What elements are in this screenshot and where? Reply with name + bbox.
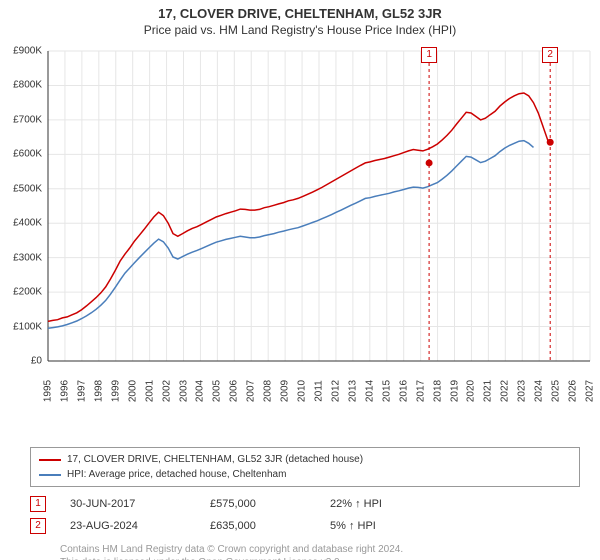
tx-badge-2: 2: [30, 518, 46, 534]
xtick-label: 2005: [212, 380, 223, 402]
xtick-label: 2013: [347, 380, 358, 402]
xtick-label: 1995: [43, 380, 54, 402]
attribution-line2: This data is licensed under the Open Gov…: [60, 556, 560, 560]
xtick-label: 1998: [93, 380, 104, 402]
xtick-label: 2012: [330, 380, 341, 402]
tx-badge-1: 1: [30, 496, 46, 512]
tx-date-2: 23-AUG-2024: [70, 515, 210, 537]
xtick-label: 2023: [517, 380, 528, 402]
xtick-label: 2006: [229, 380, 240, 402]
attribution: Contains HM Land Registry data © Crown c…: [60, 543, 560, 560]
xtick-label: 1996: [59, 380, 70, 402]
xtick-label: 2015: [381, 380, 392, 402]
xtick-label: 2024: [534, 380, 545, 402]
ytick-label: £700K: [0, 114, 42, 125]
ytick-label: £100K: [0, 321, 42, 332]
xtick-label: 2008: [263, 380, 274, 402]
xtick-label: 2018: [432, 380, 443, 402]
xtick-label: 2014: [364, 380, 375, 402]
legend-row-series2: HPI: Average price, detached house, Chel…: [39, 467, 571, 482]
xtick-label: 2003: [178, 380, 189, 402]
legend-swatch-2: [39, 474, 61, 476]
ytick-label: £400K: [0, 218, 42, 229]
tx-date-1: 30-JUN-2017: [70, 493, 210, 515]
xtick-label: 2002: [161, 380, 172, 402]
xtick-label: 1997: [76, 380, 87, 402]
ytick-label: £500K: [0, 183, 42, 194]
legend: 17, CLOVER DRIVE, CHELTENHAM, GL52 3JR (…: [30, 447, 580, 487]
xtick-label: 1999: [110, 380, 121, 402]
xtick-label: 2009: [280, 380, 291, 402]
page-title: 17, CLOVER DRIVE, CHELTENHAM, GL52 3JR: [0, 6, 600, 21]
xtick-label: 2021: [483, 380, 494, 402]
xtick-label: 2001: [144, 380, 155, 402]
chart-marker-badge: 2: [542, 47, 558, 63]
legend-swatch-1: [39, 459, 61, 461]
attribution-line1: Contains HM Land Registry data © Crown c…: [60, 543, 560, 556]
ytick-label: £900K: [0, 46, 42, 57]
xtick-label: 2020: [466, 380, 477, 402]
xtick-label: 2010: [297, 380, 308, 402]
ytick-label: £600K: [0, 149, 42, 160]
xtick-label: 2019: [449, 380, 460, 402]
xtick-label: 2017: [415, 380, 426, 402]
ytick-label: £800K: [0, 80, 42, 91]
legend-row-series1: 17, CLOVER DRIVE, CHELTENHAM, GL52 3JR (…: [39, 452, 571, 467]
ytick-label: £200K: [0, 287, 42, 298]
ytick-label: £300K: [0, 252, 42, 263]
xtick-label: 2026: [568, 380, 579, 402]
table-row: 2 23-AUG-2024 £635,000 5% ↑ HPI: [30, 515, 580, 537]
page-subtitle: Price paid vs. HM Land Registry's House …: [0, 23, 600, 37]
ytick-label: £0: [0, 356, 42, 367]
xtick-label: 2025: [551, 380, 562, 402]
xtick-label: 2007: [246, 380, 257, 402]
tx-delta-2: 5% ↑ HPI: [330, 515, 580, 537]
chart-marker-badge: 1: [421, 47, 437, 63]
tx-price-2: £635,000: [210, 515, 330, 537]
tx-delta-1: 22% ↑ HPI: [330, 493, 580, 515]
price-chart: £0 £100K £200K £300K £400K £500K £600K £700K £80…: [0, 41, 600, 441]
legend-label-2: HPI: Average price, detached house, Chel…: [67, 467, 286, 482]
xtick-label: 2004: [195, 380, 206, 402]
xtick-label: 2011: [314, 380, 325, 402]
xtick-label: 2027: [585, 380, 596, 402]
transactions-table: 1 30-JUN-2017 £575,000 22% ↑ HPI 2 23-AU…: [30, 493, 580, 537]
xtick-label: 2022: [500, 380, 511, 402]
legend-label-1: 17, CLOVER DRIVE, CHELTENHAM, GL52 3JR (…: [67, 452, 363, 467]
table-row: 1 30-JUN-2017 £575,000 22% ↑ HPI: [30, 493, 580, 515]
xtick-label: 2016: [398, 380, 409, 402]
xtick-label: 2000: [127, 380, 138, 402]
tx-price-1: £575,000: [210, 493, 330, 515]
